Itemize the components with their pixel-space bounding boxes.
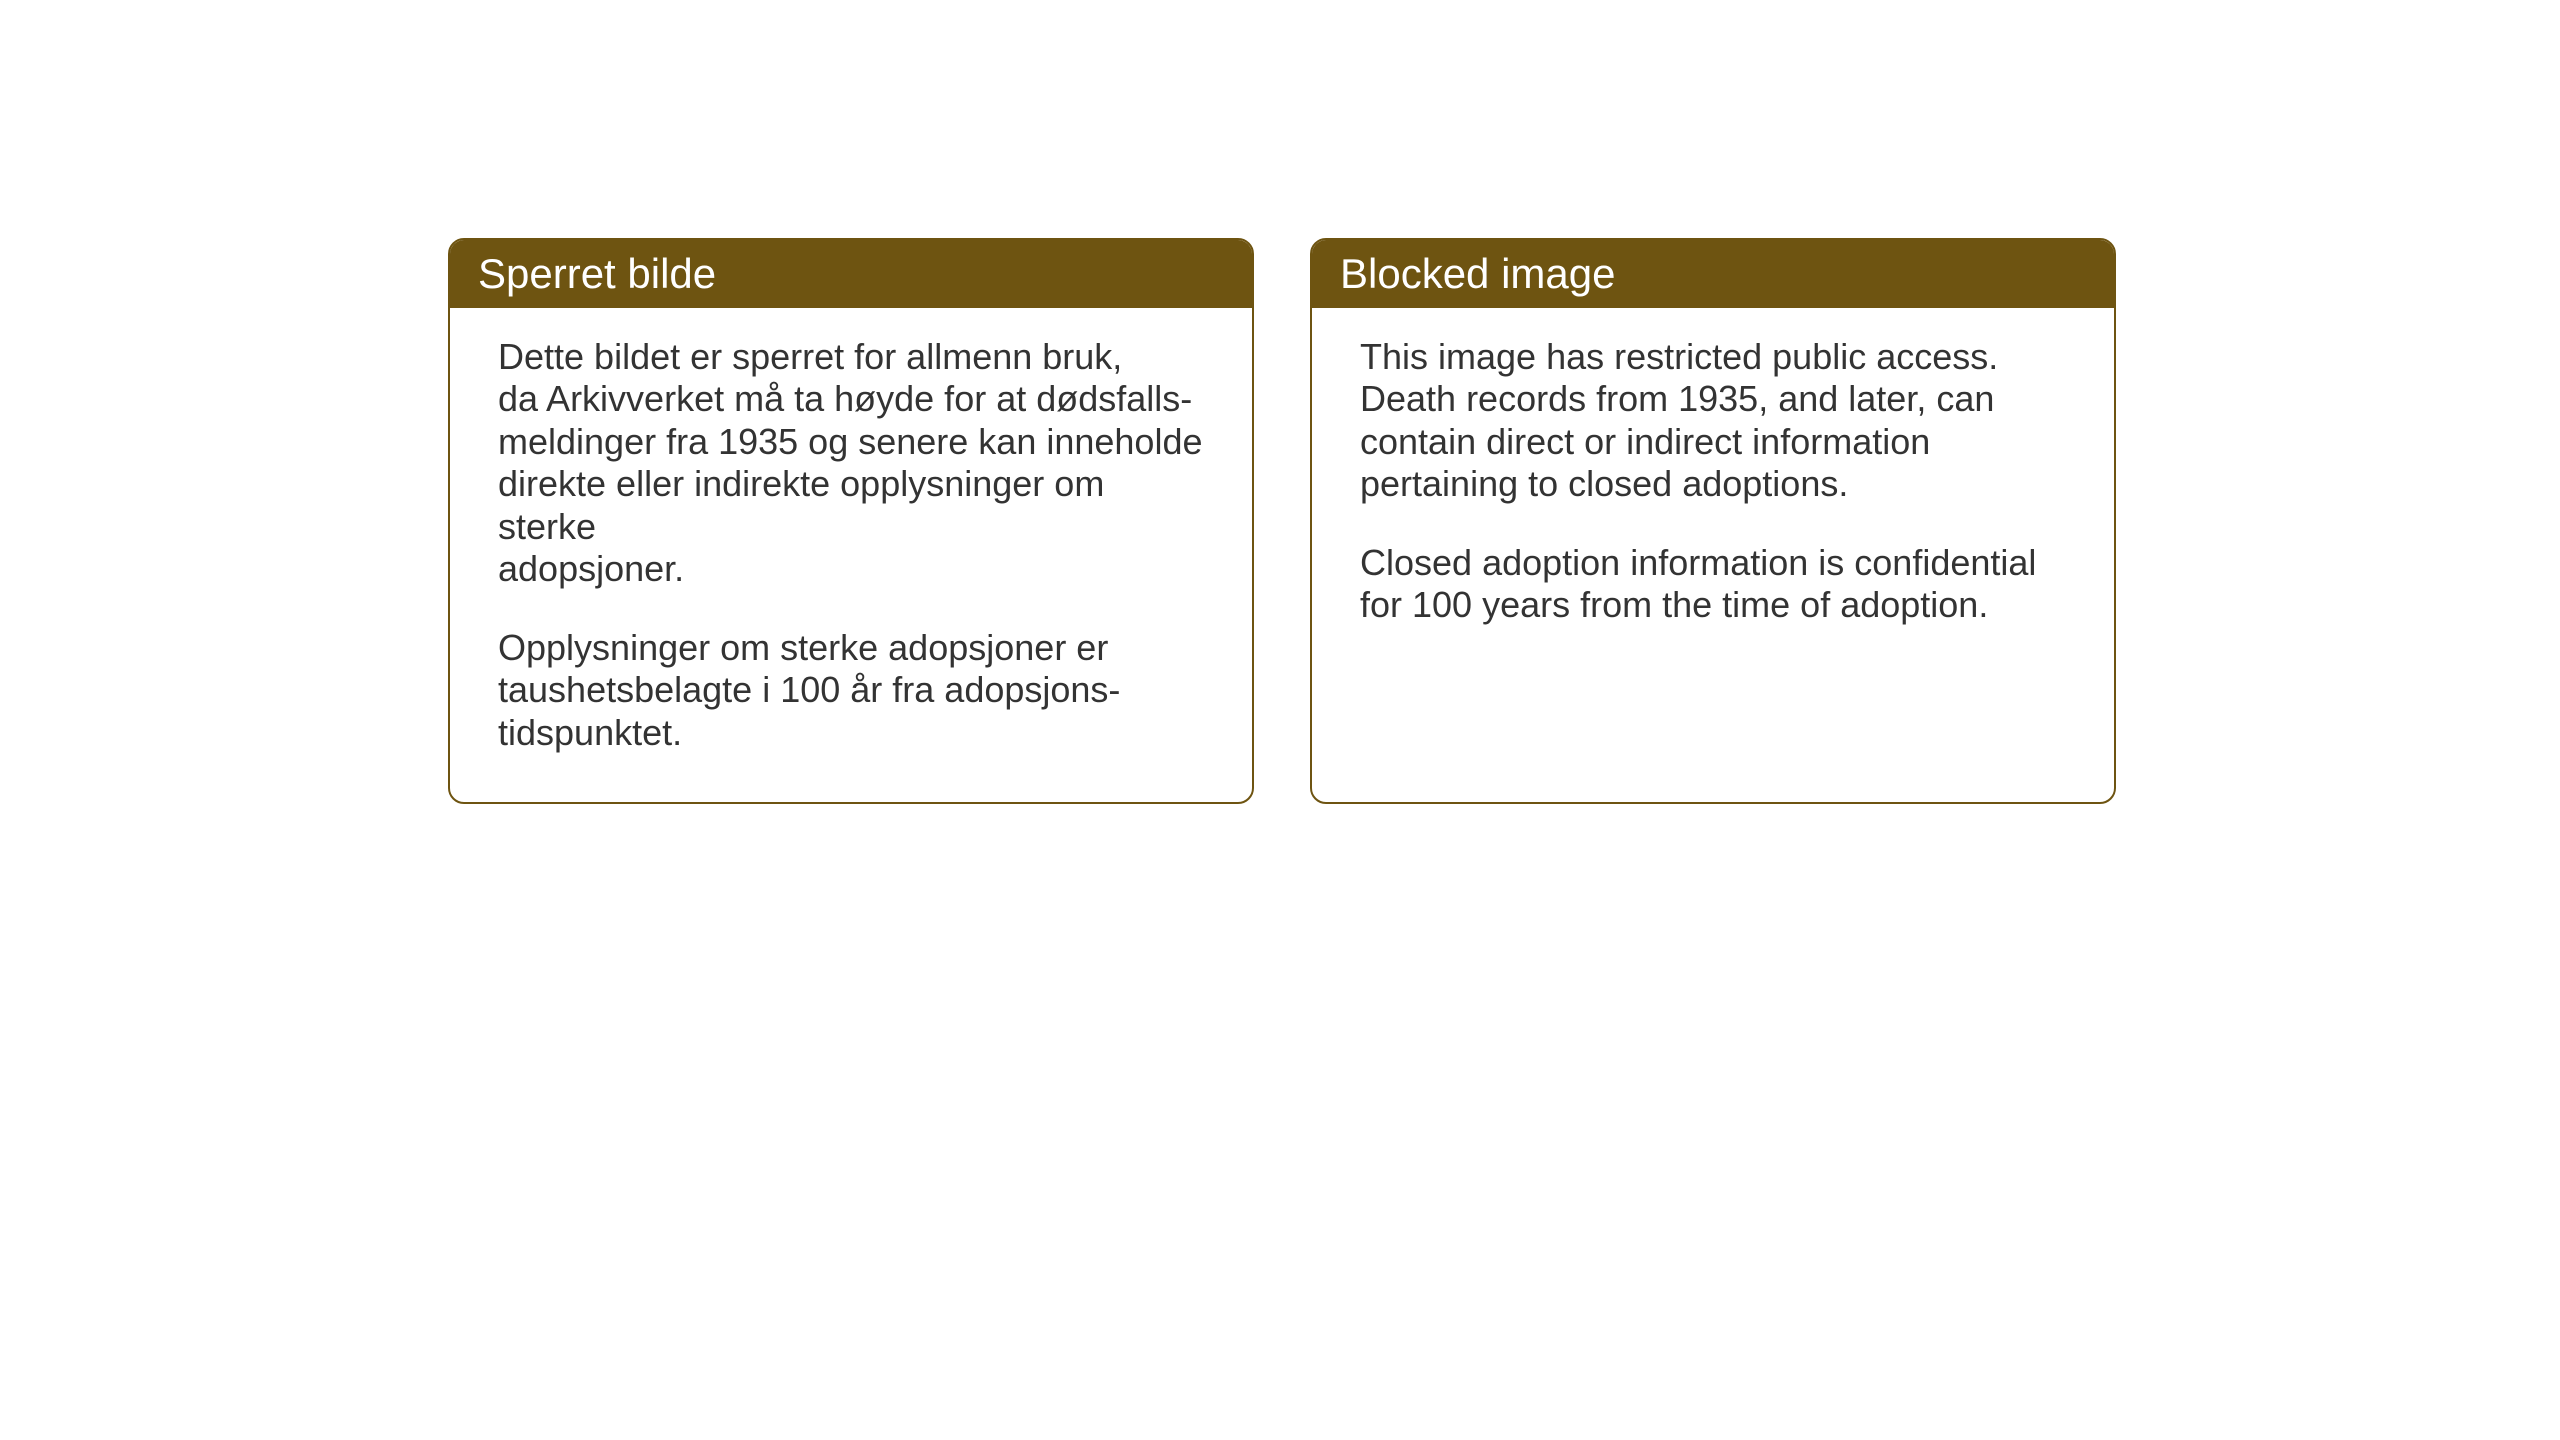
text-line: Closed adoption information is confident… <box>1360 542 2066 584</box>
text-line: da Arkivverket må ta høyde for at dødsfa… <box>498 378 1204 420</box>
card-header-english: Blocked image <box>1312 240 2114 308</box>
paragraph-1-english: This image has restricted public access.… <box>1360 336 2066 506</box>
paragraph-1-norwegian: Dette bildet er sperret for allmenn bruk… <box>498 336 1204 591</box>
blocked-image-card-english: Blocked image This image has restricted … <box>1310 238 2116 804</box>
paragraph-2-english: Closed adoption information is confident… <box>1360 542 2066 627</box>
message-cards-container: Sperret bilde Dette bildet er sperret fo… <box>448 238 2116 804</box>
text-line: Opplysninger om sterke adopsjoner er <box>498 627 1204 669</box>
text-line: taushetsbelagte i 100 år fra adopsjons- <box>498 669 1204 711</box>
text-line: contain direct or indirect information <box>1360 421 2066 463</box>
text-line: Death records from 1935, and later, can <box>1360 378 2066 420</box>
text-line: direkte eller indirekte opplysninger om … <box>498 463 1204 548</box>
card-header-norwegian: Sperret bilde <box>450 240 1252 308</box>
text-line: for 100 years from the time of adoption. <box>1360 584 2066 626</box>
text-line: meldinger fra 1935 og senere kan innehol… <box>498 421 1204 463</box>
blocked-image-card-norwegian: Sperret bilde Dette bildet er sperret fo… <box>448 238 1254 804</box>
card-body-english: This image has restricted public access.… <box>1312 308 2114 758</box>
text-line: adopsjoner. <box>498 548 1204 590</box>
text-line: Dette bildet er sperret for allmenn bruk… <box>498 336 1204 378</box>
text-line: This image has restricted public access. <box>1360 336 2066 378</box>
text-line: tidspunktet. <box>498 712 1204 754</box>
paragraph-2-norwegian: Opplysninger om sterke adopsjoner er tau… <box>498 627 1204 754</box>
card-body-norwegian: Dette bildet er sperret for allmenn bruk… <box>450 308 1252 802</box>
text-line: pertaining to closed adoptions. <box>1360 463 2066 505</box>
